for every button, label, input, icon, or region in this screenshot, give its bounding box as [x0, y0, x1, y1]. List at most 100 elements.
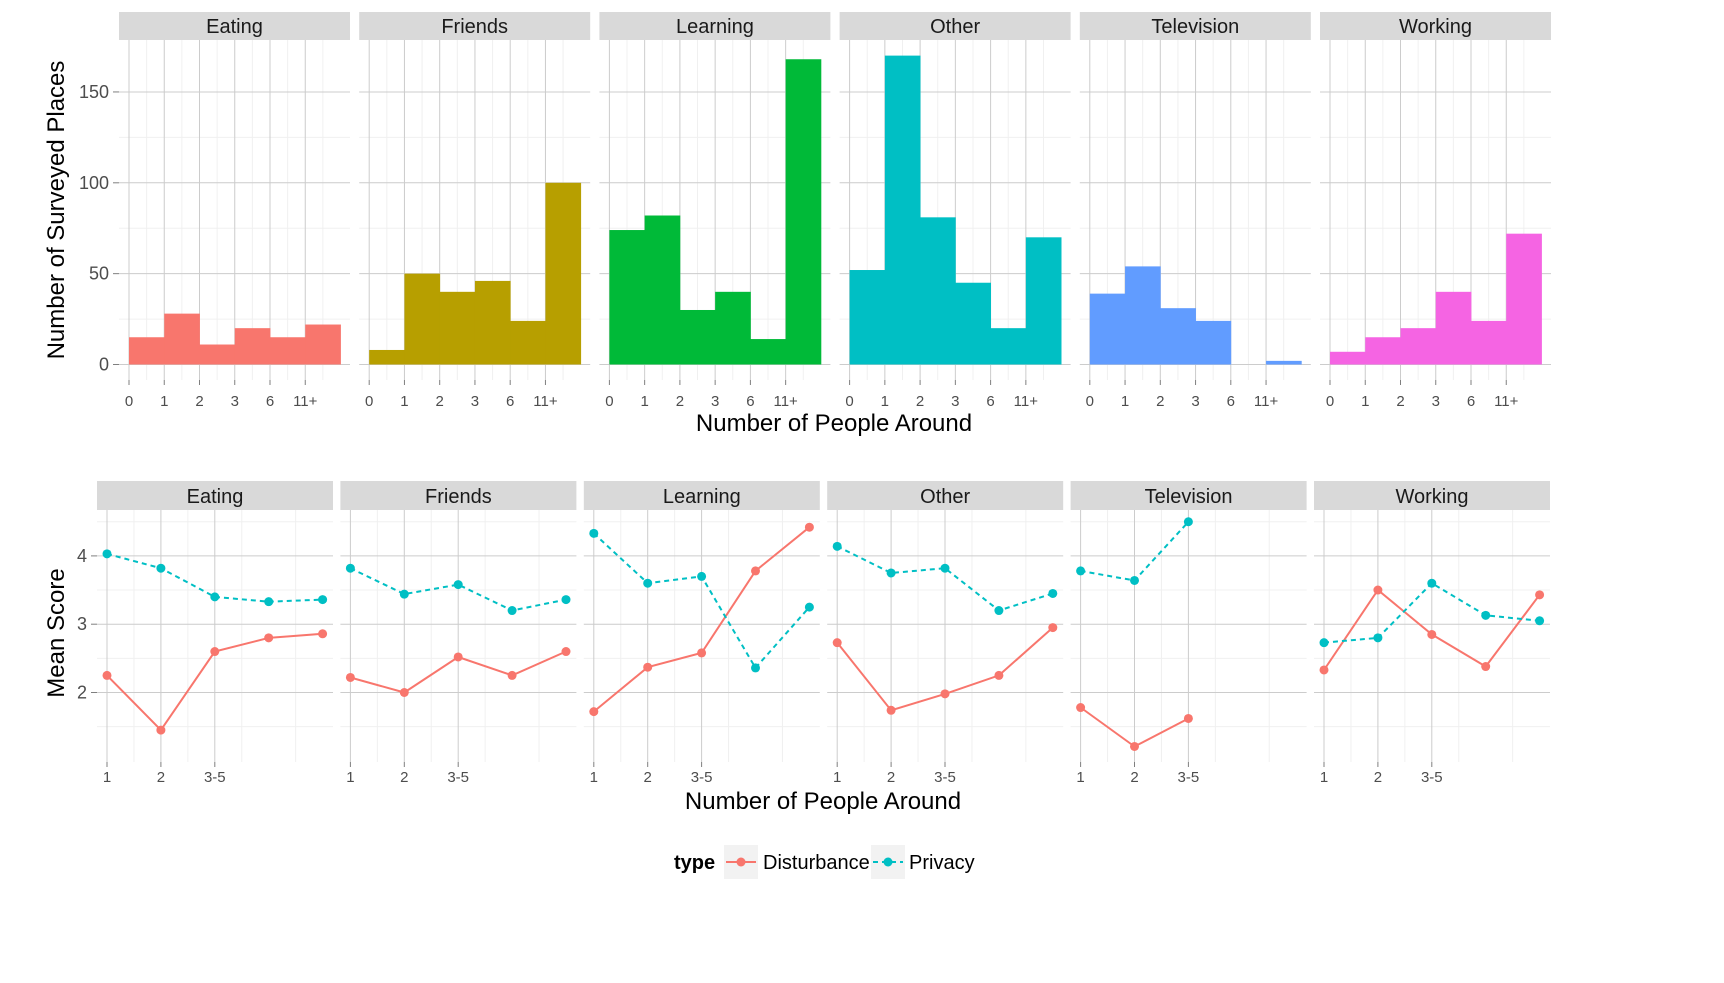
data-point-disturbance [940, 689, 950, 699]
data-point-privacy [643, 578, 653, 588]
bottom-panel-television: Television 1 2 3-5 [1070, 481, 1307, 786]
y-tick-label: 100 [79, 173, 109, 193]
data-point-privacy [1427, 578, 1437, 588]
legend-key-disturbance-point [736, 857, 746, 867]
data-point-disturbance [1076, 703, 1086, 713]
bottom-panel-friends: Friends 1 2 3-5 [340, 481, 577, 786]
histogram-bar [510, 320, 546, 365]
x-tick-label: 0 [125, 393, 133, 410]
x-tick-label: 2 [676, 393, 684, 410]
top-panel-friends: Friends 0 1 2 3 6 11+ [359, 12, 591, 410]
data-point-disturbance [994, 670, 1004, 680]
x-tick-label: 0 [605, 393, 613, 410]
top-strip-label: Friends [441, 16, 508, 38]
data-point-privacy [453, 580, 463, 590]
histogram-bar [545, 182, 582, 365]
data-point-disturbance [643, 662, 653, 672]
data-point-privacy [561, 595, 571, 605]
data-point-privacy [1130, 575, 1139, 585]
bottom-panel-working: Working 1 2 3-5 [1314, 481, 1550, 786]
top-panel-television: Television 0 1 2 3 6 11+ [1079, 12, 1311, 410]
series-line-privacy [836, 545, 1054, 612]
x-tick-label: 1 [400, 393, 408, 410]
histogram-bar [990, 328, 1027, 365]
x-tick-label: 0 [1326, 393, 1334, 410]
x-tick-label: 1 [346, 769, 354, 786]
histogram-bar [1471, 320, 1507, 365]
top-strip-label: Learning [676, 16, 754, 38]
x-tick-label: 1 [640, 393, 648, 410]
bottom-strip-label: Learning [663, 486, 741, 508]
data-point-privacy [589, 528, 599, 538]
top-strip-bg [119, 12, 350, 40]
data-point-disturbance [1048, 623, 1058, 633]
bottom-strip-label: Television [1145, 486, 1233, 508]
data-point-disturbance [507, 670, 517, 680]
x-tick-label: 0 [1086, 393, 1094, 410]
bottom-x-axis-title: Number of People Around [685, 788, 961, 815]
x-tick-label: 3 [951, 393, 959, 410]
data-point-privacy [210, 592, 220, 602]
top-strip-label: Other [930, 16, 980, 38]
x-tick-label: 3-5 [447, 769, 469, 786]
data-point-disturbance [345, 672, 355, 682]
x-tick-label: 2 [887, 769, 895, 786]
histogram-bar [884, 55, 921, 365]
legend-label-privacy: Privacy [909, 852, 975, 874]
histogram-bar [1089, 293, 1126, 365]
histogram-bar [1160, 308, 1196, 365]
bottom-strip-label: Other [920, 486, 970, 508]
x-tick-label: 1 [1361, 393, 1369, 410]
data-point-privacy [318, 595, 328, 605]
x-tick-label: 1 [1076, 769, 1084, 786]
bottom-strip-label: Working [1396, 486, 1469, 508]
series-line-privacy [106, 552, 323, 603]
data-point-privacy [832, 541, 842, 551]
histogram-bar [129, 337, 165, 365]
data-point-disturbance [102, 670, 112, 680]
data-point-privacy [264, 597, 274, 607]
histogram-bar [305, 324, 341, 365]
top-panel-other: Other 0 1 2 3 6 11+ [839, 12, 1071, 410]
data-point-disturbance [1373, 585, 1383, 595]
histogram-bar [369, 349, 405, 365]
data-point-privacy [1535, 616, 1545, 626]
data-point-disturbance [751, 566, 760, 576]
x-tick-label: 11+ [1014, 393, 1039, 410]
histogram-bar [199, 344, 236, 365]
x-tick-label: 0 [845, 393, 853, 410]
x-tick-label: 2 [157, 769, 165, 786]
x-tick-label: 2 [1374, 769, 1382, 786]
bottom-strip-bg [583, 481, 820, 510]
histogram-bar [164, 313, 200, 365]
top-strip-bg [599, 12, 831, 40]
legend-key-privacy-point [883, 857, 893, 867]
data-point-disturbance [1183, 713, 1193, 723]
x-tick-label: 6 [1467, 393, 1475, 410]
x-tick-label: 1 [833, 769, 841, 786]
legend-title: type [674, 852, 715, 874]
top-panel-learning: Learning 0 1 2 3 6 11+ [599, 12, 831, 410]
data-point-privacy [1076, 566, 1086, 576]
histogram-bar [715, 291, 751, 365]
y-tick-label: 150 [79, 82, 109, 102]
data-point-disturbance [318, 629, 328, 639]
data-point-privacy [1183, 517, 1193, 527]
x-tick-label: 6 [506, 393, 514, 410]
x-tick-label: 6 [986, 393, 994, 410]
histogram-bar [785, 59, 822, 365]
histogram-bar [609, 230, 646, 365]
histogram-bar [1365, 337, 1401, 365]
y-tick-label: 2 [77, 683, 87, 703]
histogram-bar [1266, 360, 1302, 365]
x-tick-label: 6 [1227, 393, 1235, 410]
x-tick-label: 0 [365, 393, 373, 410]
histogram-bar [1400, 328, 1437, 365]
data-point-disturbance [1130, 741, 1139, 751]
x-tick-label: 2 [1130, 769, 1138, 786]
histogram-bar [404, 273, 441, 365]
histogram-bar [270, 337, 306, 365]
histogram-bar [1330, 351, 1366, 365]
